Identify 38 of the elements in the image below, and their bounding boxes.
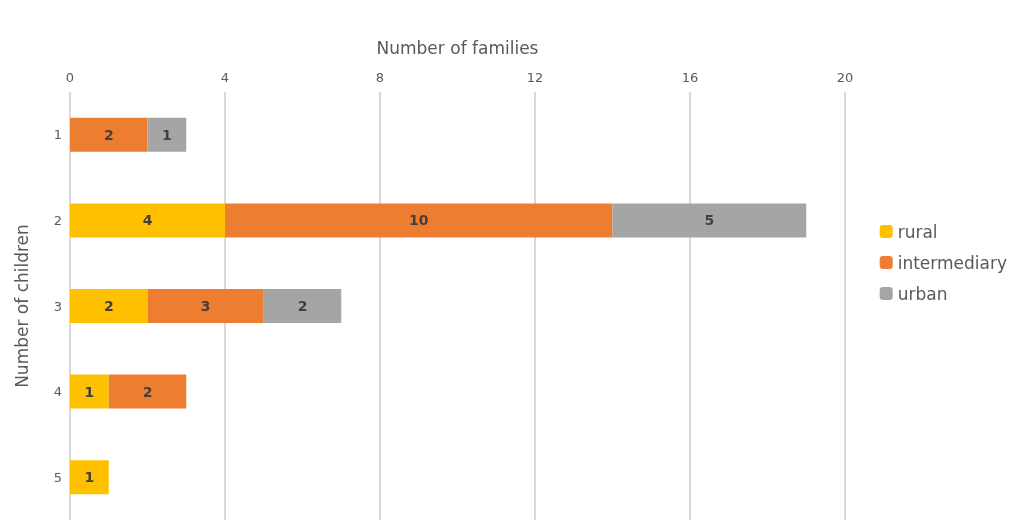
data-label: 2: [103, 126, 114, 143]
bar: [70, 289, 148, 323]
x-tick-label: 16: [681, 70, 699, 85]
data-label: 2: [297, 298, 308, 314]
data-label: 10: [409, 212, 429, 229]
y-axis-title: Number of children: [11, 224, 32, 388]
data-label: 2: [103, 298, 114, 314]
bar: [225, 203, 613, 238]
x-tick-label: 20: [836, 70, 854, 85]
x-tick-label: 4: [220, 70, 230, 85]
x-axis-title: Number of families: [376, 37, 539, 58]
x-tick-label: 0: [65, 70, 75, 85]
data-label: 5: [704, 212, 715, 229]
bar: [70, 374, 109, 409]
bar: [70, 117, 148, 152]
data-label: 3: [200, 298, 211, 314]
data-label: 1: [162, 126, 172, 143]
data-label: 1: [84, 383, 95, 400]
bar: [263, 289, 342, 323]
bar: [147, 117, 187, 152]
bar: [147, 289, 264, 323]
y-tick-label: 2: [53, 212, 62, 228]
legend-label: intermediary: [897, 252, 1008, 273]
x-tick-label: 12: [526, 70, 544, 85]
y-tick-label: 3: [53, 298, 62, 314]
x-tick-label: 8: [375, 70, 385, 85]
y-tick-label: 4: [53, 384, 62, 400]
bar: [612, 203, 807, 238]
bar: [70, 203, 225, 238]
y-tick-label: 5: [53, 469, 62, 485]
data-label: 1: [84, 469, 95, 486]
legend-label: rural: [897, 221, 938, 242]
data-label: 2: [142, 383, 153, 400]
y-tick-label: 1: [53, 127, 62, 143]
bar: [70, 460, 109, 495]
data-label: 4: [142, 212, 153, 229]
bar: [108, 374, 187, 409]
legend-label: urban: [897, 283, 948, 304]
